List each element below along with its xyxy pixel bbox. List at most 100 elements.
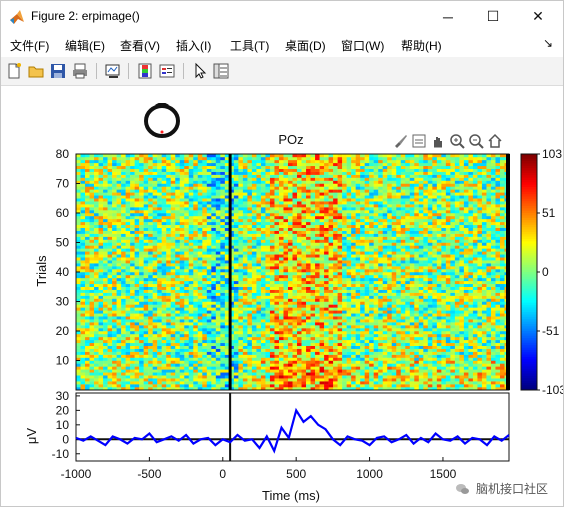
heatmap-cell bbox=[337, 316, 343, 320]
colorbar-icon[interactable] bbox=[136, 62, 154, 80]
heatmap-cell bbox=[242, 236, 248, 240]
heatmap-cell bbox=[486, 316, 492, 320]
pan-icon[interactable] bbox=[430, 133, 446, 149]
heatmap-cell bbox=[269, 378, 275, 382]
heatmap-cell bbox=[297, 360, 302, 364]
menu-help[interactable]: 帮助(H) bbox=[401, 39, 442, 53]
heatmap-cell bbox=[89, 319, 95, 323]
menu-insert[interactable]: 插入(I) bbox=[176, 39, 212, 53]
heatmap-cell bbox=[161, 289, 167, 293]
heatmap-cell bbox=[161, 387, 167, 391]
save-icon[interactable] bbox=[49, 62, 67, 80]
heatmap-cell bbox=[355, 245, 361, 249]
heatmap-cell bbox=[238, 269, 244, 273]
minimize-button[interactable]: ─ bbox=[425, 1, 471, 32]
heatmap-cell bbox=[157, 269, 162, 273]
menu-tools[interactable]: 工具(T) bbox=[230, 39, 270, 53]
heatmap-cell bbox=[278, 269, 284, 273]
heatmap-cell bbox=[328, 387, 334, 391]
heatmap-cell bbox=[206, 345, 212, 349]
heatmap-cell bbox=[346, 366, 352, 370]
heatmap-cell bbox=[202, 331, 208, 335]
heatmap-cell bbox=[324, 331, 329, 335]
close-button[interactable]: ✕ bbox=[515, 1, 561, 32]
heatmap-cell bbox=[85, 280, 90, 285]
heatmap-cell bbox=[143, 266, 149, 270]
heatmap-cell bbox=[224, 372, 230, 376]
heatmap-cell bbox=[152, 251, 158, 255]
heatmap-cell bbox=[229, 295, 235, 299]
heatmap-cell bbox=[229, 260, 235, 264]
heatmap-cell bbox=[472, 384, 478, 388]
heatmap-cell bbox=[94, 375, 99, 379]
heatmap-cell bbox=[184, 360, 190, 364]
heatmap-cell bbox=[490, 248, 496, 252]
heatmap-cell bbox=[409, 336, 415, 341]
property-inspector-icon[interactable] bbox=[212, 62, 230, 80]
brush-icon[interactable] bbox=[392, 133, 408, 149]
heatmap-cell bbox=[287, 387, 293, 391]
menu-window[interactable]: 窗口(W) bbox=[341, 39, 385, 53]
heatmap-cell bbox=[175, 322, 180, 326]
legend-icon[interactable] bbox=[158, 62, 176, 80]
heatmap-cell bbox=[391, 360, 397, 364]
heatmap-cell bbox=[85, 272, 90, 276]
link-plot-icon[interactable] bbox=[104, 62, 122, 80]
heatmap-cell bbox=[396, 351, 401, 355]
heatmap-cell bbox=[260, 345, 266, 349]
heatmap-cell bbox=[265, 375, 271, 379]
heatmap-cell bbox=[211, 381, 217, 385]
data-tips-icon[interactable] bbox=[411, 133, 427, 149]
menu-desktop[interactable]: 桌面(D) bbox=[285, 39, 326, 53]
heatmap-cell bbox=[427, 289, 433, 293]
heatmap-cell bbox=[269, 310, 275, 314]
heatmap-cell bbox=[328, 333, 334, 338]
heatmap-cell bbox=[477, 384, 483, 388]
new-figure-icon[interactable] bbox=[5, 62, 23, 80]
maximize-button[interactable]: ☐ bbox=[470, 1, 516, 32]
print-icon[interactable] bbox=[71, 62, 89, 80]
heatmap-cell bbox=[373, 357, 379, 361]
heatmap-cell bbox=[445, 239, 451, 243]
heatmap-cell bbox=[445, 298, 451, 302]
open-file-icon[interactable] bbox=[27, 62, 45, 80]
heatmap-cell bbox=[319, 274, 325, 279]
heatmap-cell bbox=[355, 307, 361, 311]
heatmap-cell bbox=[423, 295, 429, 299]
heatmap-cell bbox=[405, 316, 411, 320]
heatmap-cell bbox=[202, 354, 208, 358]
heatmap-cell bbox=[89, 339, 95, 344]
menu-edit[interactable]: 编辑(E) bbox=[65, 39, 105, 53]
menu-view[interactable]: 查看(V) bbox=[120, 39, 160, 53]
heatmap-cell bbox=[287, 289, 293, 293]
home-icon[interactable] bbox=[487, 133, 503, 149]
heatmap-cell bbox=[76, 322, 81, 326]
heatmap-cell bbox=[269, 316, 275, 320]
heatmap-cell bbox=[387, 375, 392, 379]
heatmap-cell bbox=[139, 257, 144, 261]
menu-file[interactable]: 文件(F) bbox=[10, 39, 50, 53]
heatmap-cell bbox=[382, 280, 388, 285]
menu-overflow-icon[interactable]: ↘ bbox=[542, 36, 553, 50]
zoom-in-icon[interactable] bbox=[449, 133, 465, 149]
heatmap-cell bbox=[125, 283, 131, 287]
heatmap-cell bbox=[179, 316, 185, 320]
heatmap-cell bbox=[351, 310, 356, 314]
heatmap-cell bbox=[157, 266, 162, 270]
heatmap-cell bbox=[423, 260, 429, 264]
heatmap-cell bbox=[499, 342, 505, 346]
heatmap-cell bbox=[215, 292, 221, 296]
heatmap-cell bbox=[134, 263, 140, 267]
heatmap-cell bbox=[148, 357, 153, 361]
heatmap-cell bbox=[238, 342, 244, 346]
heatmap-cell bbox=[306, 313, 311, 317]
zoom-out-icon[interactable] bbox=[468, 133, 484, 149]
heatmap-cell bbox=[107, 375, 113, 379]
heatmap-cell bbox=[224, 263, 230, 267]
heatmap-cell bbox=[405, 283, 411, 287]
heatmap-cell bbox=[369, 325, 374, 329]
pointer-icon[interactable] bbox=[191, 62, 209, 80]
heatmap-cell bbox=[143, 342, 149, 346]
heatmap-cell bbox=[310, 348, 316, 352]
heatmap-cell bbox=[166, 336, 171, 341]
